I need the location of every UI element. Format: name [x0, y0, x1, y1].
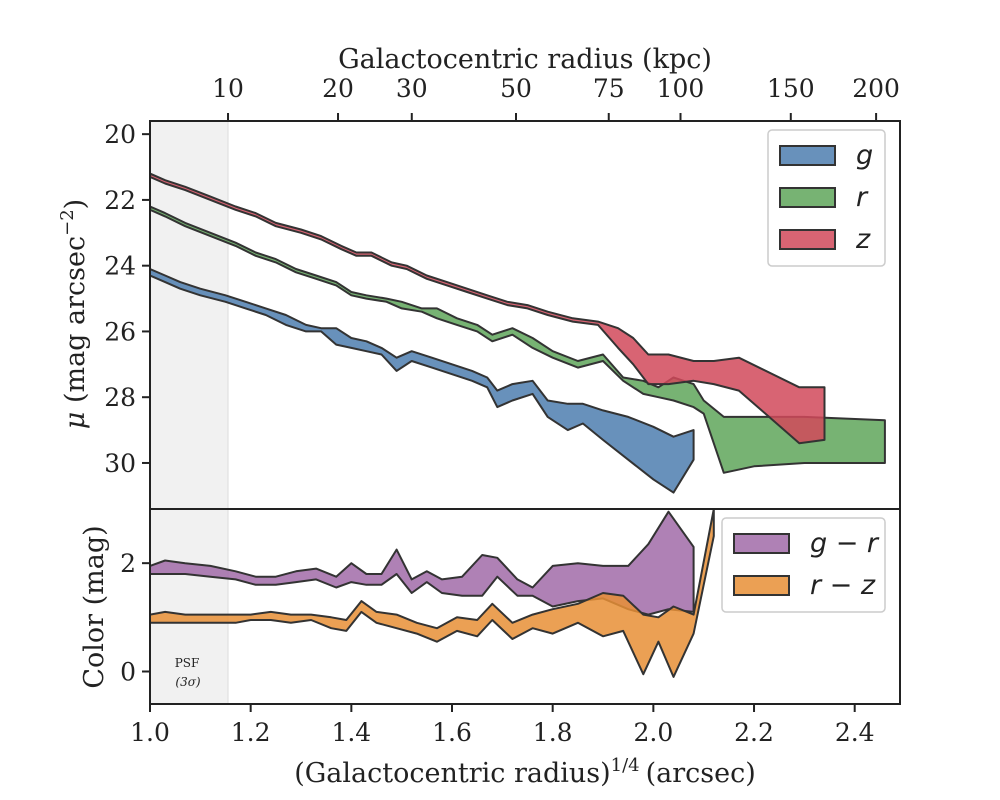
top-y-axis-label: μ (mag arcsec−2) — [57, 199, 91, 429]
x-tick-label: 1.0 — [130, 718, 170, 747]
psf-label-line1: PSF — [175, 656, 200, 670]
top-tick-label: 200 — [852, 74, 900, 103]
x-axis-label-unit: (arcsec) — [646, 758, 756, 789]
legend-label-top: g — [856, 140, 873, 171]
top-tick-label: 150 — [767, 74, 815, 103]
surface-brightness-panel: 20 22 24 26 28 30 grz — [104, 120, 901, 510]
x-tick-label: 1.6 — [432, 718, 472, 747]
top-tick-label: 30 — [396, 74, 428, 103]
legend-swatch-top — [779, 145, 836, 166]
top-y-axis-label-rest: (mag arcsec — [60, 236, 91, 412]
band-g-top — [150, 268, 695, 494]
y-tick-label-bottom: 2 — [120, 549, 136, 578]
psf-label-line2: (3σ) — [175, 675, 201, 689]
band-r-top — [150, 205, 886, 474]
legend-swatch-bottom — [733, 575, 790, 596]
x-axis-label: (Galactocentric radius)1/4 (arcsec) — [294, 755, 756, 789]
top-tick-label: 75 — [593, 74, 625, 103]
legend-label-top: z — [855, 224, 871, 255]
top-y-axis-label-mu: μ — [60, 412, 91, 430]
band-z-top — [150, 172, 826, 445]
legend-label-top: r — [856, 182, 869, 213]
psf-region-bottom — [150, 509, 229, 704]
x-tick-label: 2.0 — [633, 718, 673, 747]
x-axis-label-sup: 1/4 — [611, 755, 640, 776]
top-y-axis-label-end: ) — [60, 199, 91, 210]
legend-swatch-bottom — [733, 533, 790, 554]
top-tick-label: 100 — [657, 74, 705, 103]
top-tick-label: 20 — [322, 74, 354, 103]
y-tick-label-top: 20 — [104, 120, 136, 149]
psf-region-top — [150, 121, 229, 509]
x-tick-label: 1.8 — [533, 718, 573, 747]
top-tick-label: 10 — [212, 74, 244, 103]
top-axis-label: Galactocentric radius (kpc) — [338, 44, 712, 75]
x-tick-label: 1.4 — [331, 718, 371, 747]
legend-label-bottom: r − z — [810, 570, 876, 601]
frame-bottom — [149, 508, 901, 705]
legend-swatch-top — [779, 187, 836, 208]
top-y-axis-label-sup: −2 — [57, 209, 78, 236]
x-tick-label: 1.2 — [231, 718, 271, 747]
y-tick-label-top: 28 — [104, 383, 136, 412]
x-tick-label: 2.4 — [835, 718, 875, 747]
legend-label-bottom: g − r — [810, 528, 880, 559]
y-tick-label-bottom: 0 — [120, 658, 136, 687]
y-tick-label-top: 22 — [104, 186, 136, 215]
top-tick-label: 50 — [500, 74, 532, 103]
top-kpc-axis: 10 20 30 50 75 100 150 200 — [212, 74, 900, 121]
x-axis-label-main: (Galactocentric radius) — [294, 758, 610, 789]
x-tick-label: 2.2 — [734, 718, 774, 747]
y-tick-label-top: 30 — [104, 449, 136, 478]
y-tick-label-top: 26 — [104, 317, 136, 346]
color-panel: 0 2 g − r r − z 1.0 1.2 1.4 1.6 1.8 2.0 2.2 2.4 — [120, 508, 901, 747]
bottom-y-axis-label: Color (mag) — [79, 525, 110, 688]
legend-swatch-top — [779, 229, 836, 250]
y-tick-label-top: 24 — [104, 252, 136, 281]
band-rz-bottom — [150, 509, 715, 678]
